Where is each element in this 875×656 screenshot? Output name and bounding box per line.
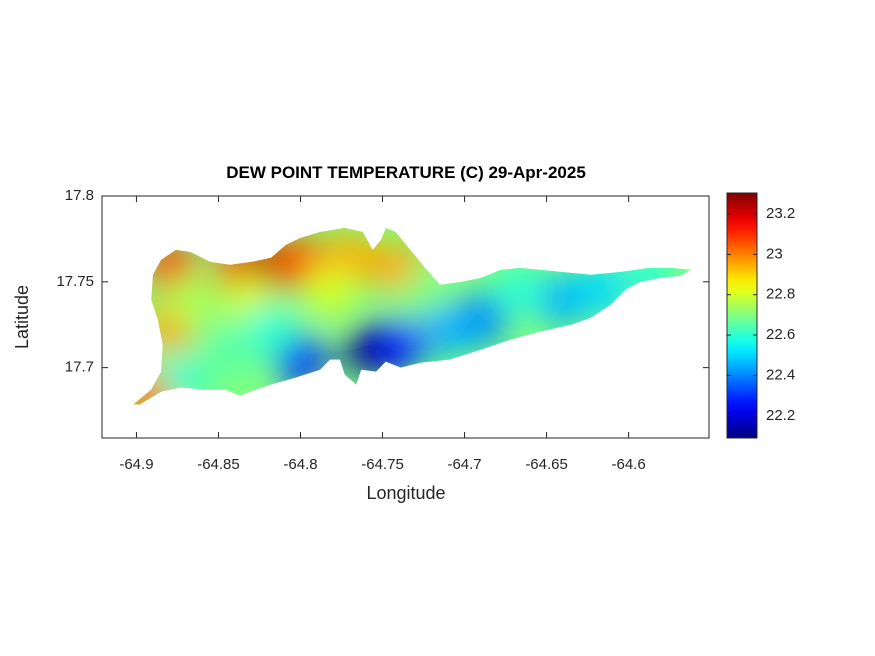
colorbar-tick-label: 22.4 [766,366,795,383]
x-tick-label: -64.65 [525,456,568,473]
sample-value [244,303,297,356]
colorbar [726,192,758,439]
sample-value [203,323,256,376]
sample-value [574,263,627,316]
colorbar-tick-label: 23 [766,245,783,262]
x-tick-label: -64.9 [119,456,153,473]
y-tick-label: 17.7 [65,359,94,376]
field [133,227,691,405]
x-tick-label: -64.75 [361,456,404,473]
sample-value [304,263,357,316]
x-tick-label: -64.6 [612,456,646,473]
sample-value [164,273,217,326]
sample-value [374,318,427,371]
y-axis-label: Latitude [12,285,32,349]
x-axis-label: Longitude [366,483,445,503]
sample-value [133,373,173,405]
colorbar-tick-label: 22.2 [766,407,795,424]
sample-value [535,273,588,326]
sample-value [623,248,676,301]
y-tick-label: 17.75 [56,273,94,290]
x-tick-label: -64.8 [283,456,317,473]
colorbar-tick-label: 22.6 [766,326,795,343]
chart-title: DEW POINT TEMPERATURE (C) 29-Apr-2025 [226,163,586,182]
sample-value [423,303,476,356]
colorbar-tick-label: 23.2 [766,205,795,222]
y-tick-label: 17.8 [65,187,94,204]
colorbar-tick-label: 22.8 [766,286,795,303]
sample-value [494,263,547,316]
axes-box [101,195,710,439]
x-tick-label: -64.7 [447,456,481,473]
x-tick-label: -64.85 [197,456,240,473]
